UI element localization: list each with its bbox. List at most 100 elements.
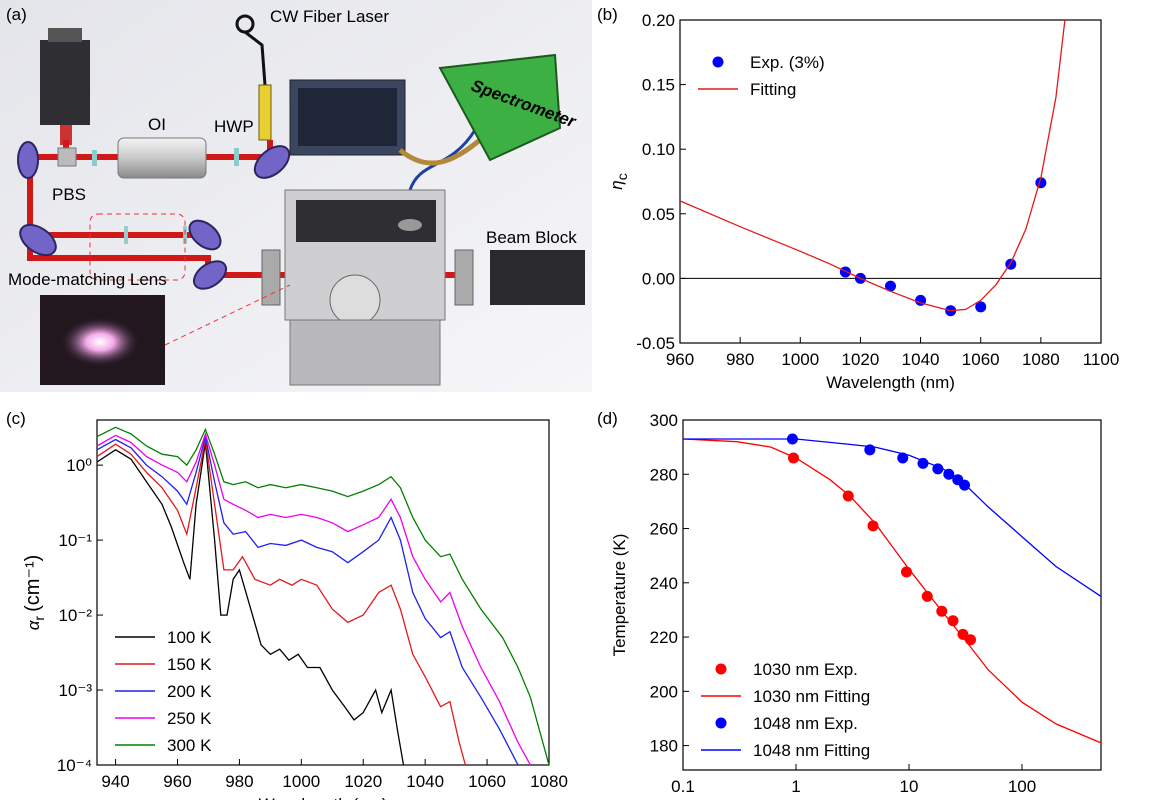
x-tick-label: 980 [225,772,253,791]
y-tick-label: 280 [650,465,678,484]
x-tick-label: 1080 [1022,350,1060,369]
y-axis-label: αr (cm⁻¹) [22,555,47,631]
legend-label: 250 K [167,709,212,728]
y-tick-label: 180 [650,737,678,756]
setup-diagram: (a) CW Fiber Laser OI HWP PBS Spectromet… [0,0,592,392]
sample-mount [329,274,381,326]
y-tick-label: 10⁻³ [58,681,92,700]
fiber [244,30,267,86]
x-tick-label: 1000 [781,350,819,369]
y-tick-label: 220 [650,628,678,647]
y-tick-label: 0.05 [642,205,675,224]
y-tick-label: 10⁻² [58,606,92,625]
series-line [96,442,405,766]
legend-label: Exp. (3%) [750,53,825,72]
plot: (b) 960 980 1000 1020 1040 1060 1080 1100 -0.05 0.… [597,5,1119,392]
x-axis-label: Wavelength (nm) [259,795,388,800]
panel-label: (d) [597,409,618,428]
x-tick-label: 1 [791,777,800,796]
y-axis-symbol: α [24,619,43,630]
lens [124,226,128,244]
mirrors [17,141,291,290]
y-tick-label: 240 [650,574,678,593]
window-flange [454,249,474,306]
diagram-label: PBS [52,185,86,204]
chamber-base [289,319,441,386]
series-line [682,438,1102,744]
x-tick-label: 1100 [1083,350,1120,369]
panel-label: (b) [597,5,618,24]
series-line [96,431,531,766]
data-point [885,280,896,292]
y-tick-label: 10⁻¹ [58,531,92,550]
x-tick-label: 1020 [842,350,880,369]
series-line [679,19,1066,312]
hwp-plate [234,148,239,166]
x-tick-label: 1040 [902,350,940,369]
data-point [897,452,909,464]
chamber-port [398,219,422,231]
data-point [921,590,933,602]
spectrometer-cable [398,138,482,166]
x-tick-label: 960 [163,772,191,791]
x-tick-label: 940 [101,772,129,791]
y-tick-label: 0.20 [642,11,675,30]
data-point [964,634,976,646]
y-axis-label: ηc [607,173,630,189]
data-point [917,457,929,469]
x-tick-label: 1000 [282,772,320,791]
spectrometer [438,53,562,162]
x-tick-label: 10 [900,777,919,796]
legend-label: 1048 nm Fitting [753,741,870,760]
plot-frame [679,19,1102,344]
series-line [96,426,550,766]
legend-label: 1030 nm Exp. [753,660,858,679]
lens-highlight [89,213,186,281]
legend-label: 200 K [167,682,212,701]
data-point [975,301,987,313]
plot-frame [96,419,550,766]
y-axis-symbol: η [607,180,626,189]
y-tick-label: 0.00 [642,269,675,288]
legend-label: 1048 nm Exp. [753,714,858,733]
plot-frame [682,419,1102,771]
data-point [957,628,969,640]
x-tick-label: 1040 [406,772,444,791]
series-line [96,439,467,766]
panel-label: (c) [6,409,26,428]
pbs-cube [57,147,77,167]
legend-swatch [715,717,727,729]
x-tick-label: 1060 [468,772,506,791]
legend-label: Fitting [750,80,796,99]
y-tick-label: 200 [650,682,678,701]
x-tick-label: 960 [666,350,694,369]
legend-swatch [712,56,724,68]
plot: (d) 0.1 1 10 100 180 200 220 240 260 280 300 1030 nm… [597,409,1102,796]
diagram-label: CW Fiber Laser [270,7,389,26]
diagram-label: HWP [214,117,254,136]
legend-label: 150 K [167,655,212,674]
legend-label: 100 K [167,628,212,647]
y-tick-label: 260 [650,520,678,539]
x-tick-label: 1020 [344,772,382,791]
window-flange [261,249,281,306]
beam-block [490,250,585,305]
data-point [947,615,959,627]
series-line [96,436,519,766]
monitor-screen [298,88,397,146]
y-tick-label: 0.15 [642,76,675,95]
x-tick-label: 980 [726,350,754,369]
fiber-collimator [258,84,272,141]
x-tick-label: 100 [1008,777,1036,796]
y-tick-label: 300 [650,411,678,430]
y-tick-label: 10⁰ [66,456,92,475]
y-tick-label: 10⁻⁴ [57,756,92,775]
laser-head [40,40,90,125]
photo-glow [60,317,140,367]
diagram-label: Mode-matching Lens [8,270,167,289]
legend-label: 300 K [167,736,212,755]
laser-fins [48,28,82,42]
data-point [787,452,799,464]
legend-swatch [715,663,727,675]
